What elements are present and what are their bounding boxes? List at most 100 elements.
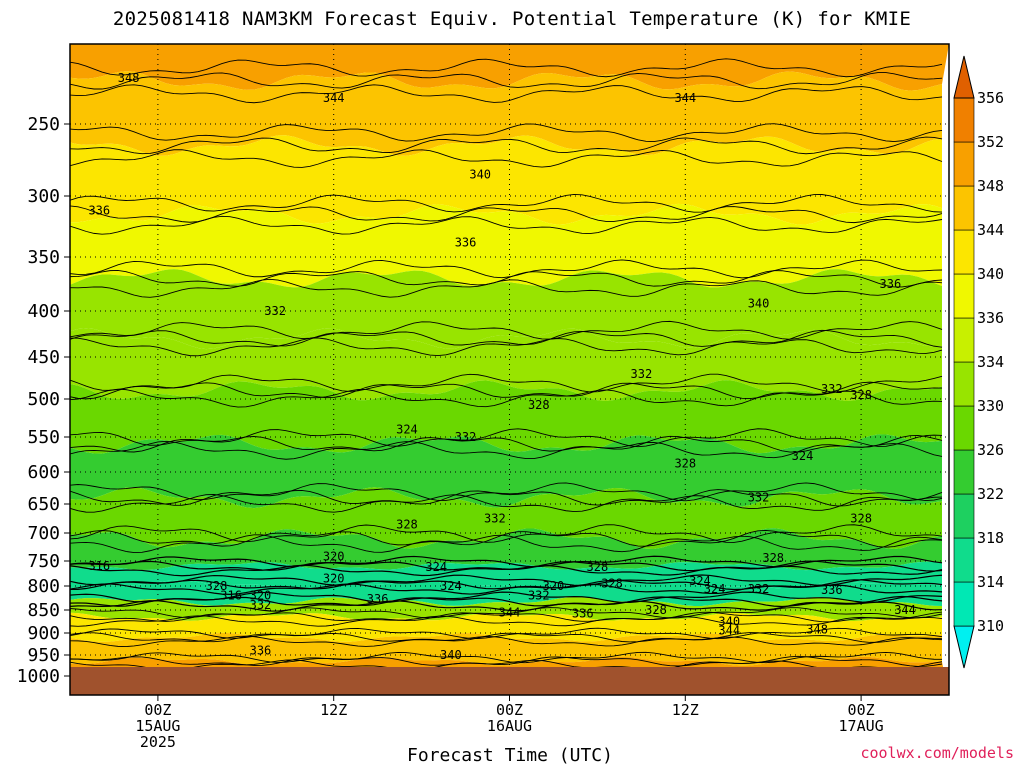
theta-band-330 — [70, 328, 942, 402]
contour-label: 324 — [425, 560, 447, 574]
colorbar-label: 340 — [977, 265, 1004, 283]
contour-label: 320 — [323, 550, 345, 564]
colorbar-label: 322 — [977, 485, 1004, 503]
x-tick-label: 17AUG — [839, 717, 884, 735]
contour-label: 344 — [674, 91, 696, 105]
contour-line — [70, 595, 943, 608]
theta-band-346 — [70, 71, 942, 156]
contour-line — [70, 329, 943, 348]
contour-label: 336 — [572, 607, 594, 621]
contour-label: 328 — [396, 517, 418, 531]
y-tick-label: 400 — [27, 301, 60, 322]
contour-line — [70, 194, 943, 213]
contour-line — [70, 635, 943, 648]
y-tick-label: 700 — [27, 523, 60, 544]
contour-label: 324 — [792, 449, 814, 463]
x-tick-label: 12Z — [320, 701, 347, 719]
contour-label: 328 — [674, 457, 696, 471]
colorbar-label: 314 — [977, 573, 1004, 591]
contour-line — [70, 337, 943, 357]
contour-label: 340 — [748, 296, 770, 310]
contour-label: 324 — [396, 422, 418, 436]
colorbar-label: 330 — [977, 397, 1004, 415]
y-tick-label: 500 — [27, 389, 60, 410]
contour-label: 332 — [631, 367, 653, 381]
contour-line — [70, 555, 943, 568]
contour-line — [70, 149, 943, 168]
contour-label: 328 — [601, 577, 623, 591]
contour-line — [70, 611, 943, 623]
x-tick-label: 15AUG — [135, 717, 180, 735]
contour-line — [70, 659, 943, 671]
colorbar: 310 314 318 322 326 330 334 336 340 344 348 352 356 — [953, 55, 1004, 669]
contour-label: 324 — [689, 574, 711, 588]
contour-line — [70, 123, 943, 142]
contour-line — [70, 270, 943, 288]
y-tick-label: 850 — [27, 600, 60, 621]
contour-label: 348 — [118, 71, 140, 85]
y-tick-label: 900 — [27, 623, 60, 644]
contour-line — [70, 493, 943, 513]
theta-band-341 — [70, 135, 942, 225]
contour-label: 344 — [323, 91, 345, 105]
colorbar-swatch — [953, 449, 975, 495]
theta-band-350 — [70, 44, 949, 91]
contour-labels: 3483443443403363363363403323323323323283… — [88, 71, 915, 662]
contour-label: 328 — [528, 398, 550, 412]
credit-link[interactable]: coolwx.com/models — [860, 744, 1014, 762]
contour-line — [70, 320, 943, 340]
contour-line — [70, 534, 943, 554]
contour-line — [70, 373, 943, 393]
contour-label: 332 — [484, 512, 506, 526]
y-tick-label: 600 — [27, 462, 60, 483]
x-tick-label: 00Z — [144, 701, 171, 719]
contour-label: 336 — [821, 583, 843, 597]
colorbar-swatch — [953, 361, 975, 407]
y-tick-label: 950 — [27, 645, 60, 666]
contour-label: 316 — [220, 589, 242, 603]
colorbar-label: 334 — [977, 353, 1004, 371]
contour-label: 332 — [748, 491, 770, 505]
contour-label: 332 — [748, 582, 770, 596]
contour-line — [70, 381, 943, 400]
y-tick-label: 750 — [27, 551, 60, 572]
theta-band-332 — [70, 597, 942, 622]
contour-line — [70, 574, 943, 587]
colorbar-max-arrow — [953, 55, 975, 99]
contour-line — [70, 428, 943, 448]
contour-label: 336 — [250, 644, 272, 658]
ground-band — [70, 667, 949, 695]
x-tick-label: 00Z — [848, 701, 875, 719]
colorbar-swatch — [953, 97, 975, 143]
grid-lines — [70, 44, 949, 695]
contour-label: 332 — [250, 598, 272, 612]
contour-label: 324 — [440, 579, 462, 593]
x-tick-label: 00Z — [496, 701, 523, 719]
y-tick-label: 550 — [27, 427, 60, 448]
y-axis: 2503003504004505005506006507007508008509… — [17, 114, 70, 687]
y-tick-label: 450 — [27, 347, 60, 368]
colorbar-label: 352 — [977, 133, 1004, 151]
y-tick-label: 250 — [27, 114, 60, 135]
colorbar-swatch — [953, 581, 975, 627]
contour-label: 328 — [850, 388, 872, 402]
y-tick-label: 650 — [27, 494, 60, 515]
contour-line — [70, 579, 943, 591]
contour-line — [70, 259, 943, 279]
contour-label: 336 — [455, 235, 477, 249]
contour-line — [70, 440, 943, 460]
contour-label: 348 — [806, 622, 828, 636]
colorbar-swatch — [953, 405, 975, 451]
x-tick-label: 16AUG — [487, 717, 532, 735]
contour-line — [70, 655, 943, 667]
x-axis-label: Forecast Time (UTC) — [407, 745, 613, 766]
contour-line — [70, 615, 943, 627]
contour-label: 336 — [367, 592, 389, 606]
theta-band-327 — [70, 380, 942, 454]
colorbar-swatch — [953, 185, 975, 231]
contour-line — [70, 84, 943, 104]
x-tick-label: 2025 — [140, 733, 176, 751]
colorbar-swatch — [953, 273, 975, 319]
